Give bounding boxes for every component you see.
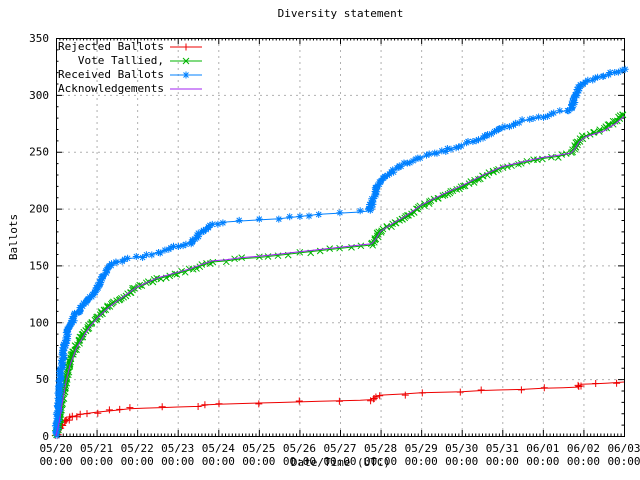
x-tick-sublabel: 00:00	[323, 455, 356, 468]
x-tick-label: 06/03	[607, 442, 640, 455]
y-tick-label: 150	[29, 259, 49, 272]
x-tick-label: 06/01	[526, 442, 559, 455]
x-tick-sublabel: 00:00	[161, 455, 194, 468]
y-tick-label: 0	[42, 430, 49, 443]
x-tick-sublabel: 00:00	[39, 455, 72, 468]
y-tick-label: 200	[29, 203, 49, 216]
legend-item-received-ballots: Received Ballots	[58, 68, 203, 82]
y-tick-label: 100	[29, 316, 49, 329]
legend-sample-line-icon	[170, 43, 202, 51]
x-tick-sublabel: 00:00	[607, 455, 640, 468]
y-tick-label: 50	[36, 373, 49, 386]
legend-sample-line-icon	[170, 71, 202, 79]
x-tick-label: 05/28	[364, 442, 397, 455]
x-tick-sublabel: 00:00	[202, 455, 235, 468]
legend-label: Vote Tallied,	[77, 54, 164, 67]
series-markers-vote-tallied	[51, 111, 627, 439]
legend-label: Rejected Ballots	[58, 40, 164, 53]
x-tick-label: 05/30	[445, 442, 478, 455]
chart-title: Diversity statement	[277, 7, 404, 20]
series-line-acknowledgements	[55, 116, 625, 437]
x-tick-sublabel: 00:00	[364, 455, 397, 468]
x-tick-label: 05/29	[405, 442, 438, 455]
x-tick-label: 05/27	[323, 442, 356, 455]
x-tick-sublabel: 00:00	[121, 455, 154, 468]
series-markers-received-ballots	[51, 65, 629, 440]
x-tick-label: 05/24	[202, 442, 235, 455]
series-line-rejected-ballots	[55, 381, 625, 437]
x-tick-sublabel: 00:00	[80, 455, 113, 468]
x-tick-label: 05/21	[80, 442, 113, 455]
legend-label: Received Ballots	[58, 68, 164, 81]
legend: Rejected Ballots Vote Tallied, Received Ba…	[58, 40, 203, 96]
y-tick-label: 300	[29, 89, 49, 102]
y-tick-label: 250	[29, 146, 49, 159]
legend-item-vote-tallied: Vote Tallied,	[58, 54, 203, 68]
legend-sample-line-icon	[170, 57, 202, 65]
x-tick-sublabel: 00:00	[526, 455, 559, 468]
x-tick-sublabel: 00:00	[567, 455, 600, 468]
x-tick-label: 06/02	[567, 442, 600, 455]
legend-label: Acknowledgements	[58, 82, 164, 95]
x-tick-sublabel: 00:00	[486, 455, 519, 468]
x-tick-label: 05/23	[161, 442, 194, 455]
x-tick-label: 05/31	[486, 442, 519, 455]
x-tick-label: 05/20	[39, 442, 72, 455]
legend-sample-line-icon	[170, 88, 202, 90]
x-tick-sublabel: 00:00	[283, 455, 316, 468]
legend-item-rejected-ballots: Rejected Ballots	[58, 40, 203, 54]
x-axis-label: Date/Time (UTC)	[290, 456, 391, 469]
x-tick-sublabel: 00:00	[405, 455, 438, 468]
y-tick-label: 350	[29, 32, 49, 45]
x-tick-label: 05/22	[121, 442, 154, 455]
x-tick-label: 05/26	[283, 442, 316, 455]
x-tick-label: 05/25	[242, 442, 275, 455]
x-tick-sublabel: 00:00	[242, 455, 275, 468]
legend-item-acknowledgements: Acknowledgements	[58, 82, 203, 96]
x-tick-sublabel: 00:00	[445, 455, 478, 468]
